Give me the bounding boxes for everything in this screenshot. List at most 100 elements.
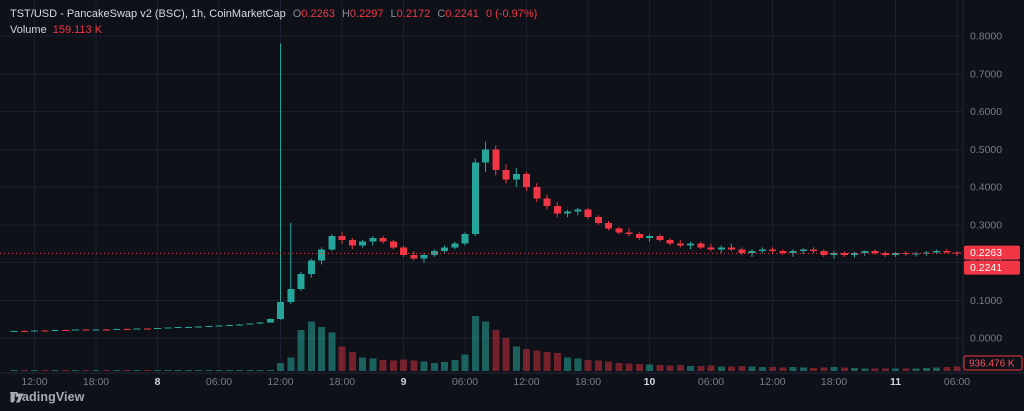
candle-body <box>615 228 623 233</box>
volume-bar <box>410 360 418 371</box>
candle-body <box>717 247 725 250</box>
candle-body <box>82 329 90 331</box>
price-tick-label: 0.1000 <box>970 295 1002 307</box>
candle-body <box>410 254 418 259</box>
candle-body <box>256 322 264 324</box>
open-label: O <box>292 8 302 20</box>
volume-bar <box>933 367 940 371</box>
candle-body <box>922 252 930 254</box>
candle-body <box>574 209 582 212</box>
candle-body <box>769 249 776 252</box>
volume-bar <box>287 357 295 371</box>
price-marker-box <box>964 260 1020 275</box>
candle-body <box>553 205 561 214</box>
volume-bar <box>533 350 541 371</box>
candle-body <box>820 251 828 255</box>
candle-body <box>758 249 766 252</box>
candle-body <box>379 237 387 242</box>
candle-body <box>113 328 120 330</box>
volume-bar <box>635 363 643 371</box>
volume-bar <box>871 368 879 371</box>
volume-bar <box>92 370 100 371</box>
volume-bar <box>799 367 807 371</box>
volume-bar <box>195 370 202 371</box>
candle-body <box>328 236 336 250</box>
price-marker-label: 0.2263 <box>970 247 1002 259</box>
volume-bar <box>451 360 459 371</box>
candle-body <box>246 323 254 325</box>
volume-bar <box>748 366 756 371</box>
time-tick-label: 18:00 <box>821 376 847 388</box>
candle-body <box>389 241 397 248</box>
candle-body <box>635 234 643 238</box>
volume-bar <box>953 366 961 371</box>
volume-bar <box>348 351 356 371</box>
candle-body <box>471 162 479 235</box>
symbol-legend: TST/USD - PancakeSwap v2 (BSC), 1h, Coin… <box>10 7 537 21</box>
time-axis[interactable]: 12:00 18:00 8 06:00 12:00 18:00 9 06:00 12:00 18:… <box>21 376 970 388</box>
volume-legend: Volume 159.113 K <box>10 23 102 37</box>
time-tick-label: 9 <box>401 376 407 388</box>
low-label: L <box>390 8 397 20</box>
tradingview-logo[interactable]: TradingView <box>10 390 85 404</box>
volume-bar <box>307 321 315 371</box>
candle-body <box>195 326 202 328</box>
volume-bar <box>892 368 899 371</box>
volume-bar <box>41 370 49 371</box>
volume-bar <box>102 370 110 371</box>
price-tick-label: 0.7000 <box>970 68 1002 80</box>
price-tick-label: 0.8000 <box>970 31 1002 43</box>
volume-bar <box>236 370 243 371</box>
close-value: 0.2241 <box>445 8 479 20</box>
volume-bar <box>441 362 448 371</box>
volume-bar <box>143 370 151 371</box>
candle-body <box>943 250 951 253</box>
candle-body <box>789 251 797 254</box>
volume-bar <box>881 368 889 371</box>
candle-body <box>20 330 28 332</box>
volume-bar <box>10 370 18 371</box>
time-tick-label: 8 <box>155 376 161 388</box>
time-tick-label: 12:00 <box>21 376 47 388</box>
price-axis[interactable]: 0.80000.70000.60000.50000.40000.30000.20… <box>970 31 1002 345</box>
open-value: 0.2263 <box>301 8 335 20</box>
candle-body <box>307 260 315 274</box>
volume-label: Volume <box>10 24 47 36</box>
candles <box>10 43 961 332</box>
candle-body <box>287 288 295 303</box>
time-tick-label: 10 <box>644 376 656 388</box>
candle-body <box>912 253 920 255</box>
volume-bar <box>246 370 254 371</box>
price-axis-bg <box>963 0 1024 411</box>
candle-body <box>225 324 233 326</box>
candle-body <box>31 330 38 332</box>
volume-bar <box>215 370 223 371</box>
candle-body <box>840 253 848 255</box>
symbol-title[interactable]: TST/USD - PancakeSwap v2 (BSC), 1h, Coin… <box>10 8 286 20</box>
candle-body <box>215 325 223 327</box>
volume-bar <box>133 370 141 371</box>
candle-body <box>102 329 110 331</box>
volume-bar <box>666 365 674 371</box>
volume-bar <box>584 360 592 371</box>
volume-bar <box>656 364 664 371</box>
price-tick-label: 0.5000 <box>970 144 1002 156</box>
volume-bar <box>625 363 633 371</box>
candle-body <box>728 247 735 250</box>
volume-bar <box>779 367 787 371</box>
candle-body <box>482 149 489 163</box>
volume-bar <box>266 369 274 371</box>
volume-bar <box>82 370 90 371</box>
time-tick-label: 12:00 <box>267 376 293 388</box>
candle-body <box>143 328 151 330</box>
candle-body <box>277 302 284 320</box>
candle-body <box>41 330 49 332</box>
volume-bar <box>902 368 910 371</box>
volume-bar <box>379 360 387 371</box>
candle-body <box>707 247 715 250</box>
volume-bar <box>72 370 79 371</box>
candle-body <box>512 173 520 180</box>
volume-bar <box>594 360 602 371</box>
volume-bar <box>820 367 828 371</box>
